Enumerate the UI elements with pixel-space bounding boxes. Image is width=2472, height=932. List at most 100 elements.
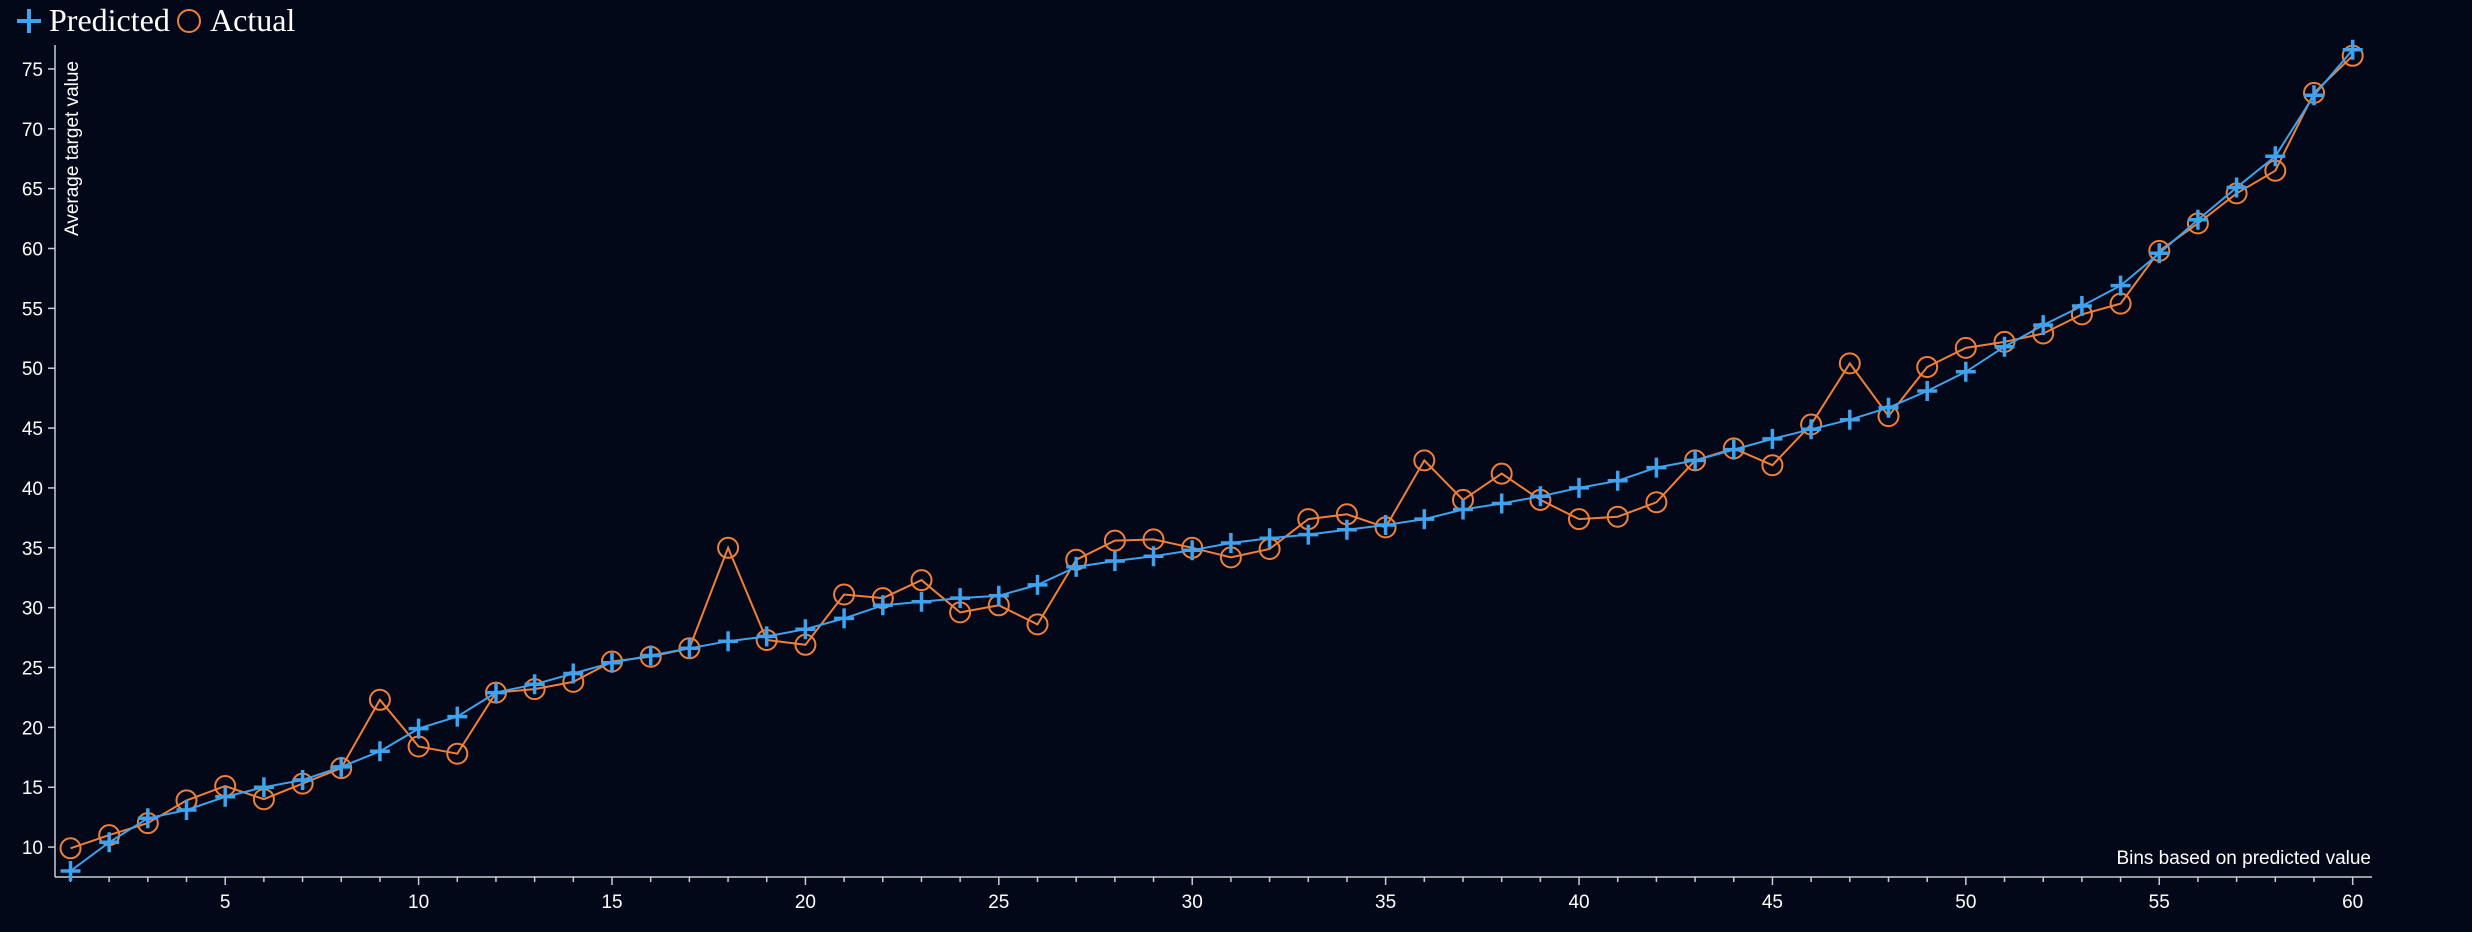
predicted-point[interactable] (1453, 499, 1473, 520)
predicted-point[interactable] (1569, 477, 1589, 498)
predicted-point[interactable] (176, 800, 197, 820)
predicted-point[interactable] (1220, 533, 1241, 553)
predicted-point[interactable] (292, 770, 313, 790)
predicted-point[interactable] (1955, 361, 1976, 382)
actual-point[interactable] (446, 742, 469, 765)
x-tick-label: 25 (988, 892, 1009, 913)
actual-point[interactable] (833, 583, 856, 606)
actual-point[interactable] (1103, 529, 1126, 552)
predicted-point[interactable] (1143, 546, 1164, 567)
predicted-point[interactable] (2226, 177, 2247, 198)
predicted-point[interactable] (486, 682, 506, 703)
actual-point[interactable] (59, 837, 82, 860)
legend-actual-label: Actual (210, 2, 295, 38)
predicted-point[interactable] (1685, 450, 1706, 471)
predicted-point[interactable] (1414, 509, 1435, 530)
actual-point[interactable] (1606, 505, 1629, 528)
predicted-point[interactable] (60, 861, 81, 881)
predicted-point[interactable] (1530, 486, 1551, 507)
actual-point[interactable] (1916, 356, 1939, 378)
predicted-point[interactable] (408, 718, 429, 739)
predicted-point[interactable] (1646, 457, 1667, 478)
predicted-point[interactable] (2187, 209, 2208, 230)
predicted-point[interactable] (331, 756, 352, 777)
predicted-point[interactable] (524, 674, 545, 695)
legend-actual-marker (177, 9, 201, 33)
predicted-point[interactable] (1491, 493, 1512, 514)
predicted-point[interactable] (369, 741, 390, 762)
predicted-point[interactable] (1994, 336, 2015, 357)
x-tick-label: 10 (408, 892, 429, 913)
predicted-point[interactable] (679, 638, 700, 659)
legend-predicted-label: Predicted (49, 2, 170, 38)
predicted-point[interactable] (2149, 243, 2170, 264)
predicted-point[interactable] (1801, 419, 1822, 440)
predicted-point[interactable] (563, 663, 584, 684)
legend-item-predicted[interactable]: Predicted (17, 2, 170, 38)
predicted-point[interactable] (447, 706, 468, 727)
predicted-point[interactable] (253, 777, 274, 798)
x-tick-label: 40 (1568, 892, 1589, 913)
actual-point[interactable] (1490, 462, 1513, 485)
actual-point[interactable] (1645, 491, 1668, 514)
actual-point[interactable] (1026, 613, 1049, 636)
predicted-point[interactable] (1917, 381, 1938, 401)
y-tick-label: 30 (22, 599, 43, 620)
predicted-point[interactable] (602, 652, 622, 673)
actual-point[interactable] (1761, 454, 1784, 477)
predicted-point[interactable] (1878, 397, 1899, 418)
legend-item-actual[interactable]: Actual (177, 2, 295, 38)
y-tick-label: 20 (22, 718, 43, 739)
predicted-series (60, 39, 2363, 881)
y-tick-label: 10 (22, 838, 43, 859)
predicted-point[interactable] (1723, 439, 1744, 460)
predicted-point[interactable] (1762, 428, 1783, 449)
predicted-point[interactable] (756, 626, 777, 647)
predicted-point[interactable] (950, 588, 971, 609)
x-axis-label: Bins based on predicted value (2116, 848, 2371, 869)
predicted-point[interactable] (2110, 275, 2131, 296)
predicted-point[interactable] (834, 608, 855, 629)
x-tick-label: 60 (2342, 892, 2363, 913)
predicted-point[interactable] (1336, 519, 1357, 540)
predicted-point[interactable] (215, 786, 236, 807)
y-tick-label: 70 (22, 120, 43, 141)
predicted-point[interactable] (872, 595, 893, 616)
predicted-point[interactable] (1298, 524, 1319, 545)
actual-point[interactable] (1954, 336, 1977, 359)
predicted-point[interactable] (99, 832, 120, 853)
predicted-point[interactable] (2342, 39, 2363, 60)
y-tick-label: 55 (22, 299, 43, 320)
predicted-point[interactable] (2304, 85, 2324, 106)
actual-point[interactable] (1838, 352, 1861, 375)
predicted-point[interactable] (1182, 540, 1203, 561)
predicted-point[interactable] (2265, 146, 2286, 167)
predicted-point[interactable] (2071, 296, 2092, 316)
x-tick-label: 50 (1955, 892, 1976, 913)
actual-point[interactable] (1568, 508, 1590, 531)
predicted-point[interactable] (1027, 574, 1048, 595)
legend: Predicted Actual (17, 2, 295, 38)
y-tick-label: 75 (22, 60, 43, 81)
predicted-point[interactable] (2033, 315, 2054, 336)
actual-point[interactable] (368, 688, 391, 711)
actual-point[interactable] (717, 536, 740, 559)
predicted-point[interactable] (1607, 470, 1628, 491)
predicted-point[interactable] (640, 645, 661, 666)
predicted-point[interactable] (988, 585, 1009, 606)
predicted-point[interactable] (1259, 528, 1280, 549)
predicted-point[interactable] (1375, 515, 1396, 535)
x-tick-label: 5 (220, 892, 231, 913)
predicted-point[interactable] (1066, 556, 1087, 577)
predicted-line (69, 49, 2354, 872)
actual-point[interactable] (1413, 449, 1436, 472)
predicted-point[interactable] (795, 619, 816, 640)
actual-point[interactable] (910, 569, 933, 592)
predicted-point[interactable] (718, 631, 739, 652)
predicted-point[interactable] (1104, 551, 1125, 571)
y-tick-label: 25 (22, 659, 43, 680)
predicted-point[interactable] (911, 591, 932, 612)
predicted-point[interactable] (137, 808, 158, 829)
predicted-point[interactable] (1839, 409, 1860, 430)
